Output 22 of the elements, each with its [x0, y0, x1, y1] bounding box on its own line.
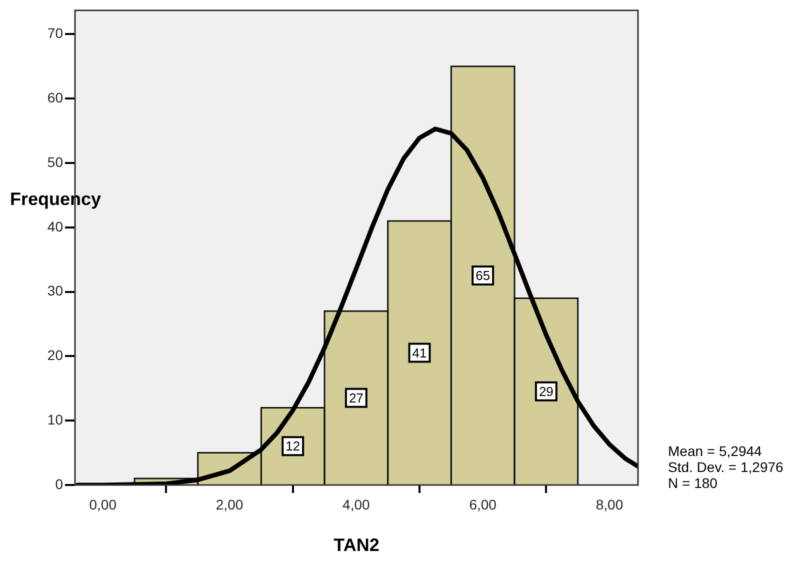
- y-tick-label: 10: [47, 411, 64, 428]
- x-tick-label: 8,00: [596, 496, 624, 512]
- x-tick-label: 6,00: [469, 496, 497, 512]
- text: Mean = 5,2944: [668, 442, 762, 459]
- y-tick-label: 0: [55, 476, 64, 492]
- data-label: 27: [348, 390, 364, 406]
- y-tick-label: 60: [47, 89, 64, 106]
- y-tick-label: 20: [47, 347, 64, 364]
- data-label: 41: [412, 345, 427, 360]
- data-label: 29: [538, 384, 554, 399]
- x-tick-label: 0,00: [89, 496, 117, 512]
- y-tick-label: 70: [47, 25, 64, 42]
- text: N = 180: [668, 474, 718, 491]
- y-tick-label: 30: [47, 282, 64, 299]
- y-tick-label: 50: [47, 154, 64, 170]
- text: Std. Dev. = 1,2976: [668, 458, 784, 475]
- x-axis-title: TAN2: [334, 535, 380, 556]
- y-tick-label: 40: [47, 218, 64, 234]
- data-label: 12: [286, 438, 300, 454]
- x-tick-label: 2,00: [216, 496, 244, 512]
- data-label: 65: [476, 268, 490, 284]
- x-tick-label: 4,00: [342, 496, 370, 512]
